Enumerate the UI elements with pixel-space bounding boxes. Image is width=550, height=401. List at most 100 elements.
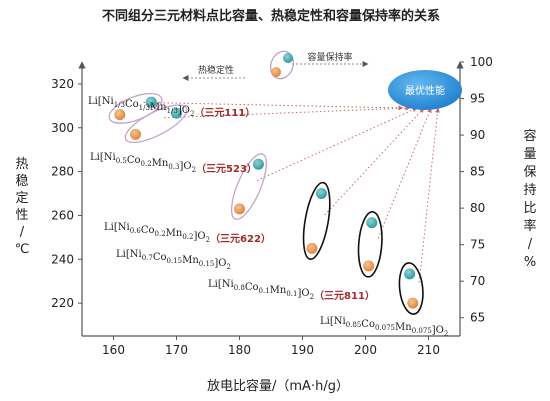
formula-part: Mn <box>150 102 167 113</box>
y-left-tick-label: 300 <box>51 121 74 135</box>
formula-subscript: 2 <box>206 236 210 244</box>
axis-title-char: 保 <box>523 165 536 180</box>
formula-part: Mn <box>182 255 199 266</box>
y-right-tick-label: 80 <box>470 201 485 215</box>
material-ellipse <box>398 262 424 315</box>
formula-subscript: 2 <box>192 166 196 174</box>
material-label: Li[Ni1/3Co1/3Mn1/3]O2（三元111） <box>88 96 255 119</box>
x-tick-label: 160 <box>102 343 125 357</box>
formula-subscript: 0.3 <box>168 163 179 171</box>
axis-title-char: 热 <box>15 157 28 172</box>
y-axis-left-title: 热稳定性 / ℃ <box>15 157 30 257</box>
material-group <box>302 181 331 261</box>
legend-retention-label: 容量保持率 <box>307 51 352 63</box>
thermal-point <box>234 203 245 215</box>
material-ellipse <box>230 153 267 220</box>
y-left-tick-label: 260 <box>51 208 74 222</box>
retention-point <box>252 158 264 170</box>
formula-subscript: 2 <box>310 293 314 301</box>
legend-thermal-label: 热稳定性 <box>198 64 234 76</box>
formula-subscript: 0.85 <box>346 321 362 329</box>
material-group <box>108 92 163 124</box>
axis-title-char: ℃ <box>15 242 30 257</box>
y-left-tick-label: 220 <box>51 296 74 310</box>
formula-subscript: 0.7 <box>142 254 153 262</box>
legend-thermal-dot <box>271 67 281 77</box>
y-right-tick-label: 95 <box>470 92 485 106</box>
arrow-to-best <box>324 107 425 216</box>
formula-part: Li[Ni <box>90 152 116 163</box>
material-label: Li[Ni0.5Co0.2Mn0.3]O2（三元523） <box>90 152 257 175</box>
y-right-tick-label: 65 <box>470 311 485 325</box>
formula-subscript: 2 <box>227 263 231 271</box>
formula-subscript: 0.2 <box>155 230 166 238</box>
material-label: Li[Ni0.85Co0.075Mn0.075]O2 <box>320 316 448 338</box>
best-performance-label: 最优性能 <box>405 84 445 97</box>
legend-ellipse <box>269 50 295 80</box>
formula-subscript: 2 <box>190 110 194 118</box>
formula-part: Li[Ni <box>104 222 130 233</box>
formula-part: Co <box>141 225 155 236</box>
axis-title-char: / <box>20 225 25 240</box>
formula-part: Mn <box>166 228 183 239</box>
material-group <box>398 262 424 315</box>
best-performance-ellipse <box>388 70 462 110</box>
formula-part: Mn <box>270 285 287 296</box>
formula-subscript: 0.8 <box>234 284 245 292</box>
y-left-tick-label: 240 <box>51 252 74 266</box>
formula-subscript: 0.6 <box>130 227 142 235</box>
formula-subscript: 0.1 <box>286 290 297 298</box>
material-label: Li[Ni0.6Co0.2Mn0.2]O2（三元622） <box>104 222 271 245</box>
axis-title-char: 稳 <box>15 173 28 189</box>
arrow-to-best <box>418 107 441 283</box>
formula-part: Co <box>125 99 139 110</box>
axis-title-char: 量 <box>523 147 536 162</box>
formula-part: ]O <box>214 258 226 269</box>
formula-part: Co <box>127 155 141 166</box>
y-left-tick-label: 280 <box>51 165 74 179</box>
x-tick-label: 190 <box>291 343 314 357</box>
axis-title-char: / <box>528 237 533 252</box>
x-tick-label: 210 <box>417 343 440 357</box>
x-axis-title: 放电比容量/（mA·h/g） <box>207 378 349 394</box>
formula-part: ]O <box>193 231 205 242</box>
formula-subscript: 2 <box>444 330 448 338</box>
y-right-tick-label: 100 <box>470 55 493 69</box>
material-label: Li[Ni0.7Co0.15Mn0.15]O2 <box>116 249 231 271</box>
formula-subscript: 0.1 <box>259 287 270 295</box>
formula-subscript: 0.075 <box>375 324 395 332</box>
y-right-tick-label: 75 <box>470 238 485 252</box>
formula-subscript: 0.15 <box>199 260 215 268</box>
x-tick-label: 170 <box>165 343 188 357</box>
formula-subscript: 1/3 <box>114 101 125 109</box>
retention-point <box>404 268 416 280</box>
axis-title-char: 率 <box>523 218 536 234</box>
formula-subscript: 0.075 <box>412 327 432 335</box>
material-group <box>124 104 188 144</box>
material-label: Li[Ni0.8Co0.1Mn0.1]O2（三元811） <box>208 279 375 302</box>
material-tag: （三元523） <box>196 162 257 175</box>
retention-point <box>315 188 327 200</box>
formula-subscript: 0.5 <box>116 157 127 165</box>
formula-part: ]O <box>297 288 309 299</box>
axis-title-char: 持 <box>523 183 536 198</box>
x-tick-label: 180 <box>228 343 251 357</box>
y-right-tick-label: 70 <box>470 274 485 288</box>
material-ellipse <box>302 181 331 261</box>
y-right-tick-label: 85 <box>470 165 485 179</box>
y-left-tick-label: 320 <box>51 77 74 91</box>
material-tag: （三元811） <box>314 289 375 302</box>
axis-title-char: 定 <box>15 191 28 206</box>
retention-point <box>145 96 157 108</box>
formula-subscript: 0.2 <box>182 233 193 241</box>
best-performance: 最优性能 <box>388 70 462 110</box>
arrow-to-best <box>256 107 418 182</box>
formula-part: ]O <box>178 105 190 116</box>
material-ellipse <box>124 104 188 144</box>
formula-part: Mn <box>395 322 412 333</box>
formula-subscript: 1/3 <box>139 104 150 112</box>
material-tag: （三元111） <box>194 106 255 119</box>
formula-part: Li[Ni <box>320 316 346 327</box>
